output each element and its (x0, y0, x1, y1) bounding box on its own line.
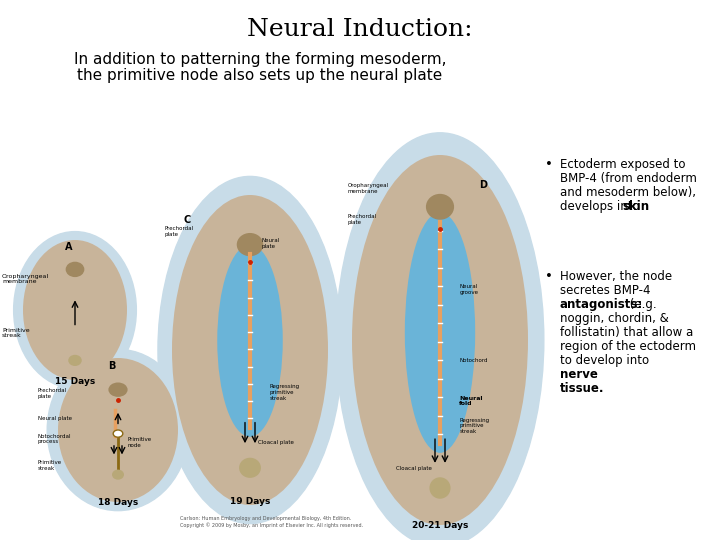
Text: Carlson: Human Embryology and Developmental Biology, 4th Edition.
Copyright © 20: Carlson: Human Embryology and Developmen… (180, 516, 363, 528)
Text: •: • (545, 158, 553, 171)
Text: tissue.: tissue. (560, 382, 605, 395)
Text: Oropharyngeal
membrane: Oropharyngeal membrane (2, 274, 49, 285)
Ellipse shape (14, 232, 136, 388)
Ellipse shape (48, 349, 189, 511)
Ellipse shape (68, 355, 82, 366)
Text: antagonists:: antagonists: (560, 298, 643, 311)
Ellipse shape (158, 177, 342, 524)
Ellipse shape (405, 212, 475, 453)
Text: secretes BMP-4: secretes BMP-4 (560, 284, 650, 297)
Text: follistatin) that allow a: follistatin) that allow a (560, 326, 693, 339)
Text: Primitive
streak: Primitive streak (2, 327, 30, 338)
Ellipse shape (113, 430, 123, 437)
Ellipse shape (172, 195, 328, 505)
Text: the primitive node also sets up the neural plate: the primitive node also sets up the neur… (77, 68, 443, 83)
Text: Neural
groove: Neural groove (459, 285, 478, 295)
Text: Cloacal plate: Cloacal plate (258, 440, 294, 445)
Text: In addition to patterning the forming mesoderm,: In addition to patterning the forming me… (73, 52, 446, 67)
Text: BMP-4 (from endoderm: BMP-4 (from endoderm (560, 172, 697, 185)
Ellipse shape (429, 477, 451, 499)
Text: develops into: develops into (560, 200, 644, 213)
Ellipse shape (217, 245, 283, 437)
Text: Primitive
streak: Primitive streak (38, 460, 62, 471)
Text: A: A (65, 242, 73, 253)
Ellipse shape (23, 240, 127, 380)
Text: Oropharyngeal
membrane: Oropharyngeal membrane (348, 183, 389, 193)
Text: Neural
plate: Neural plate (261, 238, 280, 249)
Ellipse shape (352, 155, 528, 525)
Ellipse shape (109, 382, 127, 397)
Text: (e.g.: (e.g. (626, 298, 657, 311)
Ellipse shape (58, 358, 178, 502)
Text: Neural plate: Neural plate (38, 416, 72, 421)
Text: Prechordal
plate: Prechordal plate (164, 226, 194, 237)
Text: B: B (108, 361, 115, 371)
Text: region of the ectoderm: region of the ectoderm (560, 340, 696, 353)
Text: •: • (545, 270, 553, 283)
Text: Neural Induction:: Neural Induction: (247, 18, 473, 41)
Text: noggin, chordin, &: noggin, chordin, & (560, 312, 669, 325)
Text: Primitive
node: Primitive node (127, 437, 151, 448)
Text: Regressing
primitive
streak: Regressing primitive streak (269, 384, 300, 401)
Text: Neural
fold: Neural fold (459, 395, 483, 406)
Text: Notochord: Notochord (459, 359, 488, 363)
Ellipse shape (112, 470, 124, 480)
Ellipse shape (66, 262, 84, 277)
Text: Regressing
primitive
streak: Regressing primitive streak (459, 418, 490, 434)
Text: skin: skin (622, 200, 649, 213)
Text: to develop into: to develop into (560, 354, 653, 367)
Text: Prechordal
plate: Prechordal plate (38, 388, 67, 399)
Text: 20-21 Days: 20-21 Days (412, 521, 468, 530)
Ellipse shape (237, 233, 264, 256)
Text: 18 Days: 18 Days (98, 498, 138, 508)
Ellipse shape (239, 458, 261, 478)
Text: 19 Days: 19 Days (230, 497, 270, 507)
Text: Cloacal plate: Cloacal plate (396, 466, 432, 471)
Text: nerve: nerve (560, 368, 598, 381)
Text: However, the node: However, the node (560, 270, 672, 283)
Text: Notochordal
process: Notochordal process (38, 434, 71, 444)
Ellipse shape (336, 133, 544, 540)
Text: and mesoderm below),: and mesoderm below), (560, 186, 696, 199)
Text: 15 Days: 15 Days (55, 376, 95, 386)
Text: D: D (480, 180, 487, 190)
Text: Ectoderm exposed to: Ectoderm exposed to (560, 158, 685, 171)
Ellipse shape (426, 194, 454, 220)
Text: C: C (184, 215, 191, 225)
Text: Prechordal
plate: Prechordal plate (348, 214, 377, 225)
